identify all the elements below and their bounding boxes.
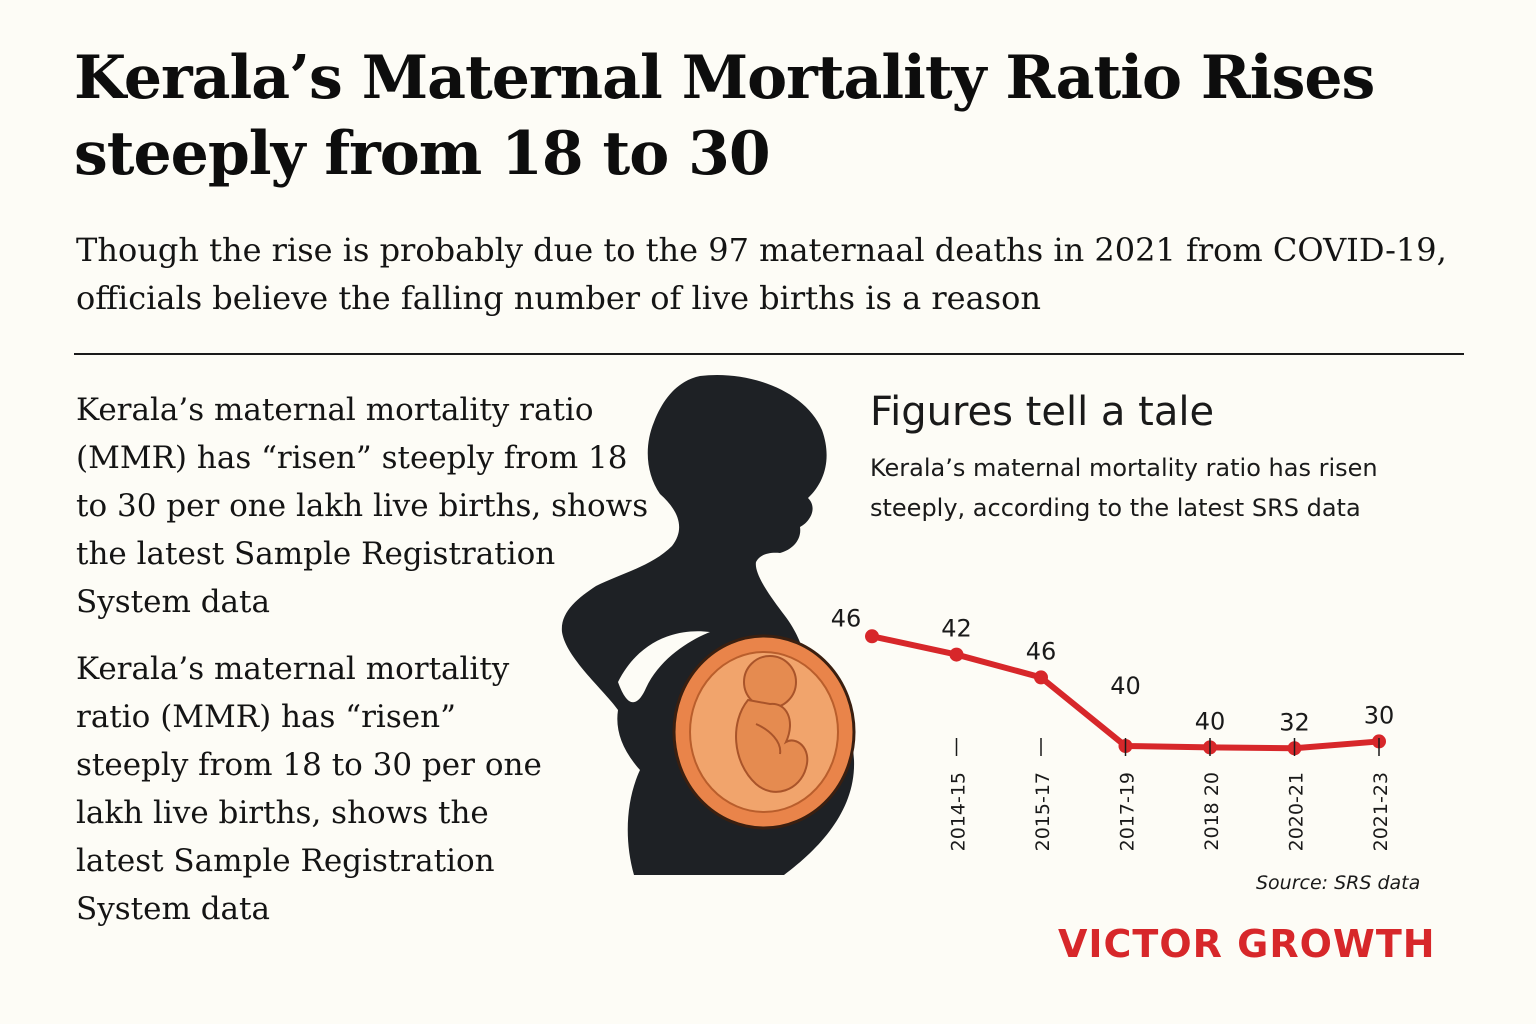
- data-label: 46: [1026, 637, 1057, 665]
- data-label: 40: [1195, 707, 1226, 735]
- chart-subtitle: Kerala’s maternal mortality ratio has ri…: [870, 454, 1378, 522]
- dek: Though the rise is probably due to the 9…: [76, 231, 1447, 317]
- x-tick-label: 2018 20: [1201, 772, 1223, 851]
- line-chart: 46 42 46 40 40 32 30 2014-15 2015-17 2017-19 2018 …: [831, 604, 1395, 851]
- body-paragraph-1: Kerala’s maternal mortality ratio (MMR) …: [76, 392, 649, 620]
- fetus: [735, 655, 809, 793]
- data-point: [1034, 670, 1048, 685]
- divider-rule: [74, 353, 1464, 355]
- data-label: 32: [1279, 708, 1310, 736]
- brand-logo: VICTOR GROWTH: [1058, 922, 1436, 966]
- headline: Kerala’s Maternal Mortality Ratio Rises …: [74, 43, 1375, 189]
- body-paragraph-2: Kerala’s maternal mortality ratio (MMR) …: [76, 651, 542, 927]
- data-label: 40: [1110, 672, 1141, 700]
- data-point: [865, 629, 879, 644]
- x-tick-label: 2015-17: [1032, 772, 1054, 851]
- x-tick-label: 2017-19: [1117, 772, 1139, 851]
- x-tick-label: 2020-21: [1286, 772, 1308, 851]
- chart-title: Figures tell a tale: [870, 389, 1215, 435]
- data-label: 42: [941, 615, 972, 643]
- chart-source: Source: SRS data: [1256, 872, 1421, 894]
- silhouette-arm-gap: [618, 631, 710, 703]
- data-label: 46: [831, 604, 862, 632]
- data-point: [949, 647, 964, 662]
- x-tick-label: 2014-15: [948, 772, 970, 851]
- pregnant-woman-silhouette-icon: [561, 374, 856, 875]
- data-label: 30: [1364, 701, 1395, 729]
- x-tick-label: 2021-23: [1370, 772, 1392, 851]
